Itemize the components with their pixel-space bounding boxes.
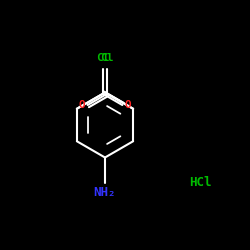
Text: NH₂: NH₂ (94, 186, 116, 199)
Text: Cl: Cl (100, 52, 114, 62)
Text: HCl: HCl (189, 176, 211, 189)
Text: O: O (124, 100, 131, 110)
Text: Cl: Cl (96, 52, 110, 62)
Text: O: O (79, 100, 86, 110)
